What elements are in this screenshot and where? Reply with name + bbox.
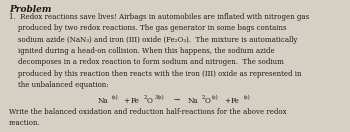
Text: 3: 3 [155,95,158,100]
Text: produced by this reaction then reacts with the iron (III) oxide as represented i: produced by this reaction then reacts wi… [9,70,301,78]
Text: sodium azide (NaN₃) and iron (III) oxide (Fe₂O₃).  The mixture is automatically: sodium azide (NaN₃) and iron (III) oxide… [9,36,297,44]
Text: Fe: Fe [231,97,240,105]
Text: Problem: Problem [9,5,51,14]
Text: (s): (s) [244,95,250,100]
Text: produced by two redox reactions. The gas generator in some bags contains: produced by two redox reactions. The gas… [9,24,286,32]
Text: the unbalanced equation:: the unbalanced equation: [9,81,108,89]
Text: O: O [205,97,211,105]
Text: Na: Na [98,97,108,105]
Text: +: + [224,97,230,105]
Text: 2: 2 [201,95,205,100]
Text: ignited during a head-on collision. When this happens, the sodium azide: ignited during a head-on collision. When… [9,47,274,55]
Text: Write the balanced oxidation and reduction half-reactions for the above redox: Write the balanced oxidation and reducti… [9,108,286,116]
Text: 1.  Redox reactions save lives! Airbags in automobiles are inflated with nitroge: 1. Redox reactions save lives! Airbags i… [9,13,309,21]
Text: decomposes in a redox reaction to form sodium and nitrogen.  The sodium: decomposes in a redox reaction to form s… [9,58,284,67]
Text: →: → [173,97,179,105]
Text: O: O [147,97,153,105]
Text: Na: Na [187,97,198,105]
Text: (s): (s) [158,95,164,100]
Text: reaction.: reaction. [9,119,41,127]
Text: (s): (s) [112,95,119,100]
Text: 2: 2 [144,95,147,100]
Text: (s): (s) [212,95,218,100]
Text: +: + [123,97,130,105]
Text: Fe: Fe [130,97,139,105]
